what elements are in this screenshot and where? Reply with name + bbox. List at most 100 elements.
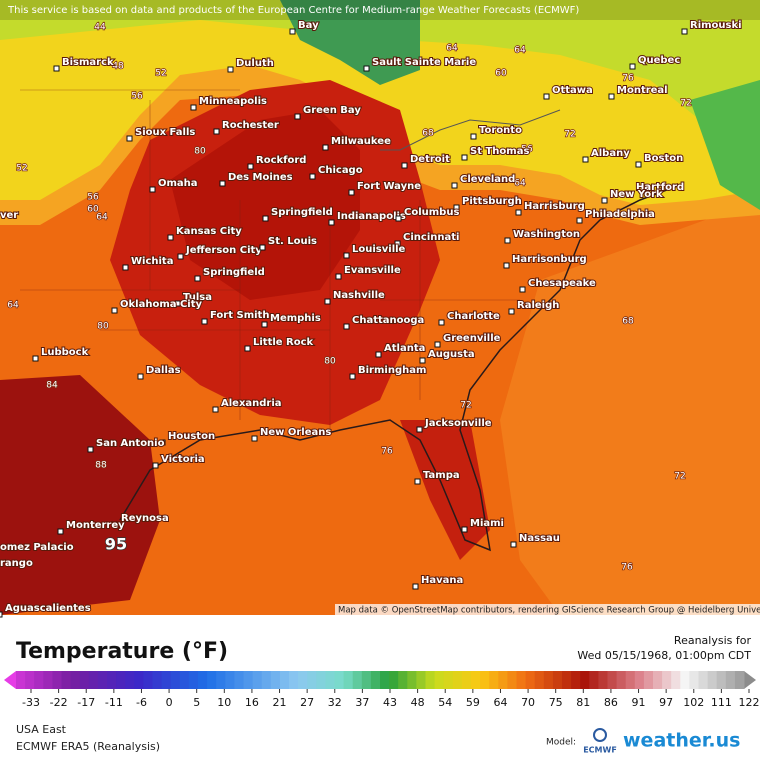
city-marker (416, 426, 423, 433)
city-marker (519, 286, 526, 293)
city-marker (582, 156, 589, 163)
colorbar-tick-label: 0 (166, 696, 173, 709)
colorbar-cell (534, 671, 545, 689)
colorbar-tick-label: 81 (576, 696, 590, 709)
city-label: Cincinnati (403, 232, 459, 243)
contour-label: 56 (521, 145, 533, 155)
city-label: Chesapeake (528, 278, 596, 289)
colorbar-cell (279, 671, 290, 689)
city-label: Montreal (617, 85, 668, 96)
city-marker (190, 104, 197, 111)
city-label: Reynosa (121, 513, 169, 524)
city-label: Rochester (222, 120, 279, 131)
city-marker (213, 128, 220, 135)
contour-label: 80 (324, 357, 336, 367)
city-marker (111, 307, 118, 314)
city-marker (53, 65, 60, 72)
city-label: Quebec (638, 55, 680, 66)
city-marker (503, 262, 510, 269)
city-label: Victoria (161, 454, 205, 465)
colorbar-cell (316, 671, 326, 689)
colorbar-cell (725, 671, 736, 689)
colorbar-tick-label: 102 (683, 696, 704, 709)
city-label: Nashville (333, 290, 385, 301)
contour-label: 72 (460, 401, 471, 411)
city-label: St Thomas (470, 146, 529, 157)
city-marker (681, 28, 688, 35)
colorbar-tick-label: -6 (136, 696, 147, 709)
city-label: Wichita (131, 256, 173, 267)
contour-label: 60 (87, 205, 99, 215)
contour-label: 64 (514, 46, 526, 56)
city-label: Greenville (443, 333, 501, 344)
city-marker (261, 321, 268, 328)
colorbar-tick-label: 16 (245, 696, 259, 709)
colorbar-cell (261, 671, 272, 689)
city-label: Green Bay (303, 105, 361, 116)
contour-label: 72 (564, 130, 575, 140)
colorbar-tick-label: 32 (328, 696, 342, 709)
colorbar-cell (734, 671, 745, 689)
city-label: Charlotte (447, 311, 500, 322)
contour-label: 72 (680, 99, 691, 109)
colorbar-tick-label: 27 (300, 696, 314, 709)
colorbar-cell (662, 671, 672, 689)
colorbar-cell (716, 671, 727, 689)
colorbar-cell (61, 671, 72, 689)
city-label: Memphis (270, 313, 321, 324)
colorbar-cell (607, 671, 618, 689)
city-marker (335, 273, 342, 280)
colorbar-cell (698, 671, 709, 689)
contour-label: 64 (7, 301, 19, 311)
city-marker (434, 341, 441, 348)
colorbar-cell (443, 671, 454, 689)
city-label: Houston (168, 431, 215, 442)
colorbar-cell (216, 671, 226, 689)
colorbar-cell (352, 671, 363, 689)
colorbar-cell (452, 671, 463, 689)
colorbar-cell (634, 671, 645, 689)
contour-label: 76 (622, 74, 634, 84)
city-label: Bismarck (62, 57, 114, 68)
model: ECMWF ERA5 (Reanalysis) (16, 740, 160, 753)
city-marker (262, 215, 269, 222)
colorbar-cell (416, 671, 426, 689)
colorbar-tick-label: 54 (438, 696, 452, 709)
colorbar-cell (334, 671, 345, 689)
city-marker (629, 63, 636, 70)
city-label: Raleigh (517, 300, 559, 311)
city-label: Columbus (404, 207, 459, 218)
city-label: Duluth (236, 58, 274, 69)
contour-label: 60 (495, 69, 507, 79)
colorbar-cell (507, 671, 517, 689)
city-label: Lubbock (41, 347, 89, 358)
city-marker (87, 446, 94, 453)
city-marker (608, 93, 615, 100)
city-marker (149, 186, 156, 193)
colorbar-cell (471, 671, 481, 689)
contour-label: 56 (131, 92, 143, 102)
colorbar-tick-label: 10 (217, 696, 231, 709)
colorbar-cell (625, 671, 636, 689)
city-marker (174, 300, 181, 307)
temp-band (170, 110, 360, 300)
colorbar-cell (671, 671, 681, 689)
city-label: Rimouski (690, 20, 742, 31)
contour-label: 88 (95, 461, 107, 471)
city-label: Rockford (256, 155, 306, 166)
city-marker (401, 162, 408, 169)
city-marker (167, 234, 174, 241)
city-marker (159, 439, 166, 446)
city-label: Detroit (410, 154, 450, 165)
city-marker (394, 240, 401, 247)
colorbar-tick-label: -33 (22, 696, 40, 709)
colorbar-cell (170, 671, 181, 689)
colorbar-cell (97, 671, 108, 689)
city-label: Toronto (479, 125, 522, 136)
legend-title: Temperature (°F) (16, 639, 228, 664)
contour-label: 76 (381, 447, 393, 457)
colorbar-cell (562, 671, 572, 689)
colorbar-cell (361, 671, 372, 689)
header-notice: This service is based on data and produc… (7, 5, 579, 16)
brand[interactable]: weather.us (623, 730, 740, 752)
